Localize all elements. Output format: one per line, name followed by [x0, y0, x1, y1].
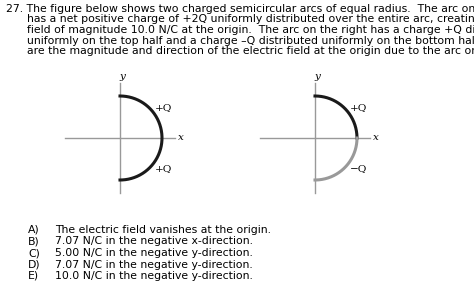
- Text: 7.07 N/C in the negative x-direction.: 7.07 N/C in the negative x-direction.: [55, 237, 253, 247]
- Text: B): B): [28, 237, 40, 247]
- Text: x: x: [373, 134, 379, 142]
- Text: E): E): [28, 271, 39, 281]
- Text: +Q: +Q: [350, 103, 367, 112]
- Text: C): C): [28, 248, 40, 258]
- Text: x: x: [178, 134, 184, 142]
- Text: y: y: [119, 72, 125, 81]
- Text: field of magnitude 10.0 N/C at the origin.  The arc on the right has a charge +Q: field of magnitude 10.0 N/C at the origi…: [6, 25, 474, 35]
- Text: 27. The figure below shows two charged semicircular arcs of equal radius.  The a: 27. The figure below shows two charged s…: [6, 4, 474, 14]
- Text: A): A): [28, 225, 40, 235]
- Text: The electric field vanishes at the origin.: The electric field vanishes at the origi…: [55, 225, 271, 235]
- Text: +Q: +Q: [155, 103, 172, 112]
- Text: −Q: −Q: [350, 164, 367, 173]
- Text: D): D): [28, 259, 41, 269]
- Text: 10.0 N/C in the negative y-direction.: 10.0 N/C in the negative y-direction.: [55, 271, 253, 281]
- Text: 7.07 N/C in the negative y-direction.: 7.07 N/C in the negative y-direction.: [55, 259, 253, 269]
- Text: has a net positive charge of +2Q uniformly distributed over the entire arc, crea: has a net positive charge of +2Q uniform…: [6, 15, 474, 25]
- Text: uniformly on the top half and a charge –Q distributed uniformly on the bottom ha: uniformly on the top half and a charge –…: [6, 35, 474, 45]
- Text: are the magnitude and direction of the electric field at the origin due to the a: are the magnitude and direction of the e…: [6, 46, 474, 56]
- Text: +Q: +Q: [155, 164, 172, 173]
- Text: 5.00 N/C in the negative y-direction.: 5.00 N/C in the negative y-direction.: [55, 248, 253, 258]
- Text: y: y: [314, 72, 320, 81]
